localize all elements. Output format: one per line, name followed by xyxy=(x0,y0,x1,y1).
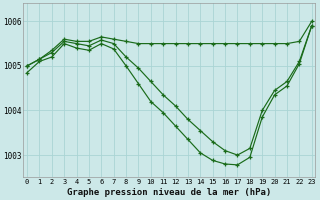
X-axis label: Graphe pression niveau de la mer (hPa): Graphe pression niveau de la mer (hPa) xyxy=(67,188,272,197)
